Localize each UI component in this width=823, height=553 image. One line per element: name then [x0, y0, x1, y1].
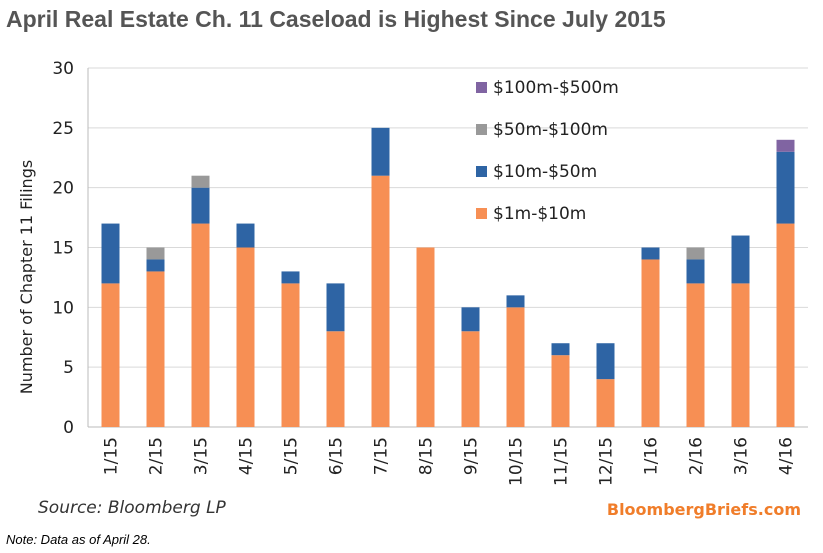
brand-logo-text: BloombergBriefs.com	[606, 500, 801, 519]
y-tick-label: 25	[52, 119, 74, 139]
x-tick-label: 4/16	[777, 437, 797, 475]
bar-segment-50m-100m	[191, 175, 210, 188]
x-tick-label: 1/16	[642, 437, 662, 475]
bar-segment-10m-50m	[191, 187, 210, 224]
x-tick-label: 8/15	[417, 437, 437, 475]
x-tick-label: 9/15	[462, 437, 482, 475]
bar-segment-1m-10m	[371, 175, 390, 427]
bar-segment-10m-50m	[461, 307, 480, 332]
x-tick-label: 7/15	[372, 437, 392, 475]
bar-segment-10m-50m	[506, 295, 525, 308]
bar-segment-1m-10m	[146, 271, 165, 427]
bar-segment-10m-50m	[596, 343, 615, 380]
x-tick-label: 3/16	[732, 437, 752, 475]
x-tick-label: 1/15	[102, 437, 122, 475]
bar-segment-10m-50m	[146, 259, 165, 272]
bar-segment-10m-50m	[281, 271, 300, 284]
x-tick-label: 12/15	[597, 437, 617, 486]
source-note: Source: Bloomberg LP	[38, 498, 226, 518]
bar-segment-10m-50m	[731, 235, 750, 284]
bar-segment-1m-10m	[236, 247, 255, 427]
legend-label: $50m-$100m	[493, 120, 608, 140]
legend-label: $1m-$10m	[493, 204, 586, 224]
bar-segment-1m-10m	[191, 223, 210, 427]
bar-segment-100m-500m	[776, 139, 795, 152]
legend-label: $10m-$50m	[493, 162, 597, 182]
bar-segment-1m-10m	[641, 259, 660, 427]
x-tick-label: 5/15	[282, 437, 302, 475]
bar-segment-1m-10m	[776, 223, 795, 427]
x-tick-label: 2/16	[687, 437, 707, 475]
bars	[101, 127, 795, 427]
bar-segment-50m-100m	[686, 247, 705, 260]
x-tick-label: 3/15	[192, 437, 212, 475]
y-axis-ticks: 0 5 10 15 20 25 30	[52, 59, 74, 438]
bar-segment-1m-10m	[416, 247, 435, 427]
bar-segment-10m-50m	[101, 223, 120, 284]
legend-swatch	[476, 82, 487, 93]
bar-segment-1m-10m	[731, 283, 750, 427]
x-tick-label: 2/15	[147, 437, 167, 475]
bar-segment-10m-50m	[236, 223, 255, 248]
bar-segment-1m-10m	[686, 283, 705, 427]
chart-title: April Real Estate Ch. 11 Caseload is Hig…	[6, 6, 666, 32]
bar-segment-1m-10m	[326, 331, 345, 427]
bar-segment-1m-10m	[596, 379, 615, 427]
bar-segment-50m-100m	[146, 247, 165, 260]
bar-segment-1m-10m	[506, 307, 525, 427]
x-axis-ticks: 1/15 2/15 3/15 4/15 5/15 6/15 7/15 8/15 9/15 10/1…	[102, 437, 797, 486]
data-note: Note: Data as of April 28.	[6, 532, 151, 547]
bar-segment-1m-10m	[551, 355, 570, 427]
bar-segment-10m-50m	[686, 259, 705, 284]
y-axis-label: Number of Chapter 11 Filings	[17, 160, 36, 394]
bar-segment-10m-50m	[641, 247, 660, 260]
y-tick-label: 5	[63, 358, 74, 378]
y-tick-label: 15	[52, 239, 74, 259]
bar-segment-10m-50m	[371, 127, 390, 176]
legend-swatch	[476, 166, 487, 177]
bar-segment-10m-50m	[776, 151, 795, 224]
legend-swatch	[476, 124, 487, 135]
bar-segment-1m-10m	[281, 283, 300, 427]
legend-swatch	[476, 208, 487, 219]
legend-label: $100m-$500m	[493, 78, 619, 98]
x-tick-label: 6/15	[327, 437, 347, 475]
bar-segment-1m-10m	[461, 331, 480, 427]
legend: $100m-$500m $50m-$100m $10m-$50m $1m-$10m	[476, 78, 619, 224]
y-tick-label: 20	[52, 179, 74, 199]
bar-segment-10m-50m	[326, 283, 345, 332]
y-tick-label: 0	[63, 418, 74, 438]
bar-segment-10m-50m	[551, 343, 570, 356]
x-tick-label: 4/15	[237, 437, 257, 475]
y-tick-label: 10	[52, 298, 74, 318]
x-tick-label: 10/15	[507, 437, 527, 486]
y-tick-label: 30	[52, 59, 74, 79]
bar-segment-1m-10m	[101, 283, 120, 427]
x-tick-label: 11/15	[552, 437, 572, 486]
